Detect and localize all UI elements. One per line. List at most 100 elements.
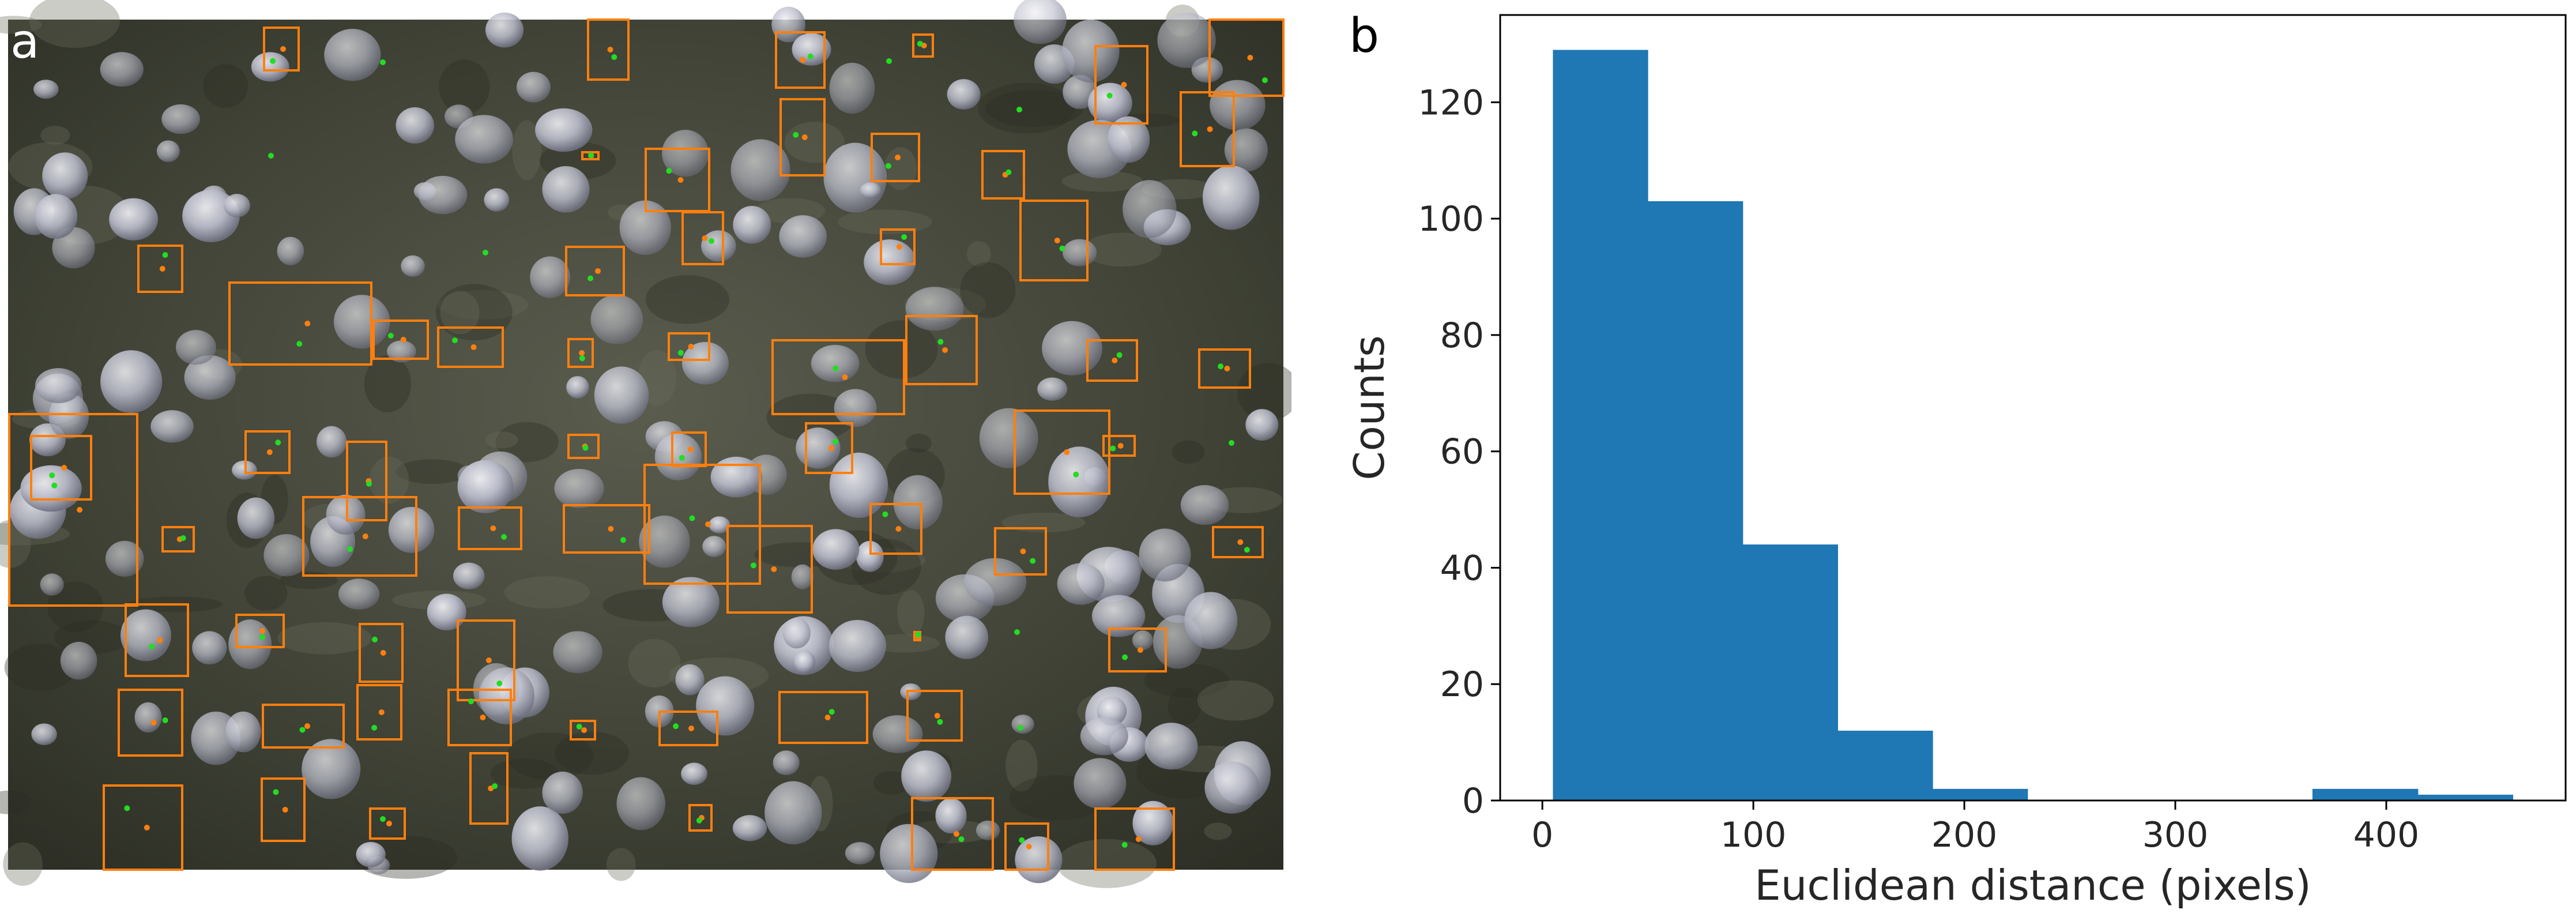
polyp-shape xyxy=(662,129,709,177)
detection-box xyxy=(469,752,509,825)
detection-box xyxy=(869,503,922,555)
predicted-point xyxy=(895,155,901,160)
polyp-shape xyxy=(834,389,877,427)
detection-box xyxy=(779,98,826,176)
seafloor-patch xyxy=(506,732,594,780)
detection-points xyxy=(49,40,1268,850)
detection-box xyxy=(1014,409,1110,495)
ground-truth-point xyxy=(273,789,279,795)
ground-truth-point xyxy=(1059,245,1065,251)
detection-box xyxy=(570,720,596,741)
x-tick-label: 200 xyxy=(1931,815,1998,855)
ground-truth-point xyxy=(371,724,378,731)
predicted-point xyxy=(386,821,392,826)
polyp-shape xyxy=(701,230,736,262)
predicted-point xyxy=(1054,238,1060,243)
polyp-shape xyxy=(675,664,705,696)
ground-truth-point xyxy=(268,153,274,159)
detection-box xyxy=(587,18,630,81)
predicted-point xyxy=(61,465,67,471)
detection-box xyxy=(8,413,138,607)
ground-truth-point xyxy=(51,482,58,488)
predicted-point xyxy=(771,566,777,572)
ground-truth-point xyxy=(886,58,892,64)
predicted-point xyxy=(824,715,831,720)
polyp-shape xyxy=(1180,485,1229,525)
ground-truth-point xyxy=(679,454,685,461)
polyp-shape xyxy=(976,820,1000,840)
polyp-shape xyxy=(485,12,524,48)
detection-box xyxy=(567,434,600,459)
detection-box xyxy=(1094,45,1148,125)
predicted-point xyxy=(581,727,587,733)
seafloor-patch xyxy=(838,209,932,235)
polyp-shape xyxy=(105,540,144,577)
polyp-shape xyxy=(979,408,1038,468)
x-axis-label: Euclidean distance (pixels) xyxy=(1754,861,2311,910)
predicted-point xyxy=(1121,82,1127,88)
polyp-shape xyxy=(823,142,887,213)
ground-truth-point xyxy=(885,163,891,169)
polyp-shape xyxy=(1042,321,1102,375)
polyp-shape xyxy=(48,393,89,439)
predicted-point xyxy=(801,134,808,140)
detection-box xyxy=(567,338,594,368)
polyp-shape xyxy=(356,841,386,867)
y-axis-label: Counts xyxy=(1345,335,1394,480)
photo-panel: a xyxy=(0,0,1300,888)
panel-b-letter: b xyxy=(1349,9,1379,63)
ground-truth-point xyxy=(1014,629,1020,635)
seafloor-patch xyxy=(485,431,518,449)
histogram-bar xyxy=(1553,50,1648,801)
polyp-shape xyxy=(33,80,59,99)
ground-truth-point xyxy=(620,537,626,543)
seafloor-patch xyxy=(512,120,542,181)
detection-box xyxy=(263,27,300,72)
polyp-shape xyxy=(1184,592,1238,649)
detection-box xyxy=(369,807,406,840)
polyp-shape xyxy=(1139,528,1191,582)
polyp-shape xyxy=(109,198,159,240)
polyp-shape xyxy=(566,376,589,399)
ground-truth-point xyxy=(492,783,498,790)
polyp-shape xyxy=(880,824,938,884)
polyp-shape xyxy=(1210,80,1266,130)
polyp-shape xyxy=(100,52,144,87)
detection-box xyxy=(906,690,963,742)
polyp-shape xyxy=(484,188,510,212)
predicted-point xyxy=(362,533,368,539)
polyp-shape xyxy=(590,295,643,344)
predicted-point xyxy=(1112,358,1118,363)
predicted-point xyxy=(608,526,614,532)
predicted-point xyxy=(942,347,948,353)
ground-truth-point xyxy=(1106,92,1113,99)
polyp-shape xyxy=(1202,165,1260,230)
ground-truth-point xyxy=(275,439,281,446)
polyp-shape xyxy=(619,200,672,255)
polyp-shape xyxy=(457,460,514,513)
detection-box xyxy=(565,246,625,296)
detection-box xyxy=(726,525,813,614)
seafloor-patch xyxy=(1061,171,1143,192)
polyp-shape xyxy=(764,781,822,845)
polyp-shape xyxy=(333,295,390,349)
ground-truth-point xyxy=(296,341,303,347)
polyp-shape xyxy=(1074,758,1127,809)
polyp-shape xyxy=(479,667,535,724)
ground-truth-point xyxy=(1262,77,1268,84)
polyp-shape xyxy=(864,239,916,285)
seafloor-patch xyxy=(1172,440,1205,464)
polyp-shape xyxy=(782,618,811,649)
detection-box xyxy=(30,435,92,501)
detection-box xyxy=(771,339,905,415)
polyp-shape xyxy=(935,798,967,834)
predicted-point xyxy=(687,446,694,452)
ground-truth-point xyxy=(148,644,155,650)
ground-truth-point xyxy=(579,355,585,362)
ground-truth-point xyxy=(1218,363,1224,370)
polyp-shape xyxy=(120,609,171,662)
detection-box xyxy=(1094,807,1175,871)
detection-boxes xyxy=(8,18,1285,871)
ground-truth-point xyxy=(1005,169,1012,175)
polyp-shape xyxy=(396,107,434,144)
